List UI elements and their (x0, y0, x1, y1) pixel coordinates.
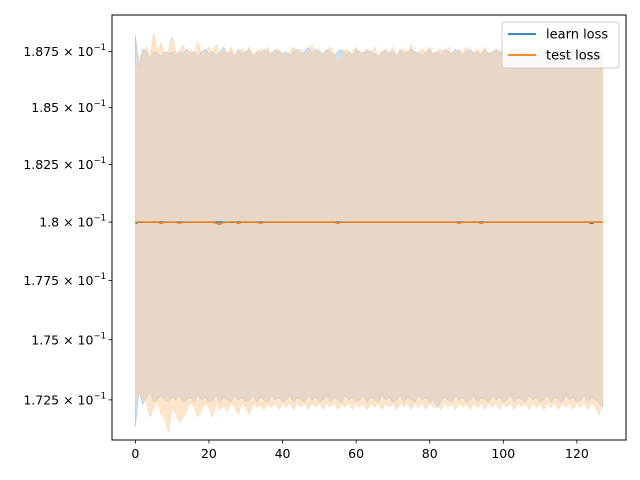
confidence-bands (135, 33, 603, 432)
y-axis: 1.725 × 10−1 1.75 × 10−1 1.775 × 10−1 1.8 ×… (23, 43, 112, 407)
x-tick-label: 100 (491, 446, 515, 461)
x-tick-label: 120 (565, 446, 589, 461)
y-tick-label: 1.8 × 10−1 (39, 214, 106, 230)
y-tick-label: 1.825 × 10−1 (23, 156, 106, 172)
axes-frame (111, 14, 627, 441)
y-tick-label: 1.85 × 10−1 (31, 99, 106, 115)
series-lines (135, 221, 603, 226)
legend-label: learn loss (546, 28, 608, 43)
y-tick-label: 1.75 × 10−1 (31, 331, 106, 347)
x-axis: 0 20 40 60 80 100 120 (131, 440, 589, 461)
y-tick-label: 1.725 × 10−1 (23, 391, 106, 407)
line-test-loss (135, 221, 603, 226)
y-tick-label: 1.875 × 10−1 (23, 43, 106, 59)
x-tick-label: 80 (422, 446, 438, 461)
band-test-loss (135, 33, 603, 432)
legend-label: test loss (546, 49, 600, 64)
x-tick-label: 20 (201, 446, 217, 461)
x-tick-label: 0 (131, 446, 139, 461)
x-tick-label: 60 (348, 446, 364, 461)
legend: learn loss test loss (501, 21, 620, 69)
x-tick-label: 40 (275, 446, 291, 461)
y-tick-label: 1.775 × 10−1 (23, 272, 106, 288)
